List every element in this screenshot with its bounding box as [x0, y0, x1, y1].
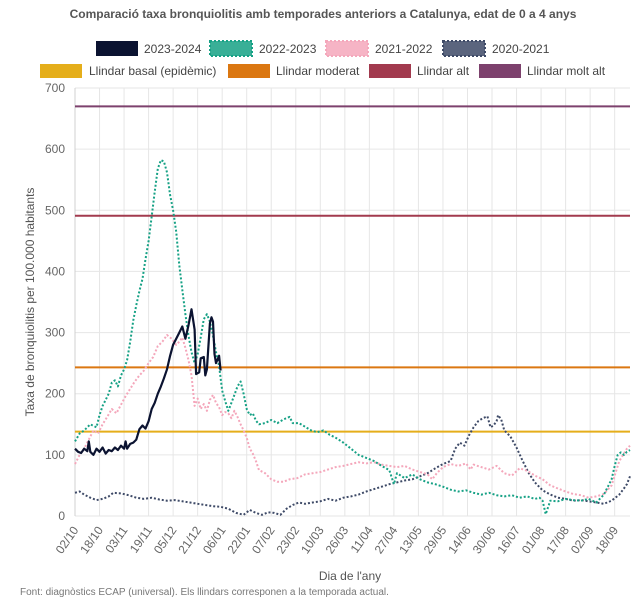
x-tick-label: 03/11	[102, 523, 130, 555]
x-axis-ticks: 02/1018/1003/1119/1105/1221/1206/0122/01…	[53, 523, 622, 556]
legend-swatch-2022-2023	[209, 40, 253, 57]
y-axis-ticks: 0 100 200 300 400 500 600 700	[45, 81, 65, 523]
x-tick-label: 10/03	[298, 523, 327, 556]
x-tick-label: 27/04	[372, 523, 401, 556]
legend-label-2020-2021: 2020-2021	[492, 42, 550, 56]
x-tick-label: 02/10	[53, 523, 82, 556]
y-axis-title: Taxa de bronquiolitis per 100.000 habita…	[23, 188, 37, 417]
legend-swatch-llindar-moderat	[228, 64, 270, 78]
x-tick-label: 21/12	[175, 523, 204, 556]
legend-label-2021-2022: 2021-2022	[375, 42, 433, 56]
series-line-2020-2021	[74, 414, 631, 516]
y-tick-label: 400	[45, 264, 65, 278]
legend-label-llindar-basal-epidemic: Llindar basal (epidèmic)	[89, 64, 216, 78]
legend-item-2022-2023[interactable]: 2022-2023	[209, 40, 317, 57]
legend-item-2023-2024[interactable]: 2023-2024	[96, 41, 202, 56]
grid	[74, 87, 630, 517]
legend-item-llindar-alt[interactable]: Llindar alt	[369, 64, 470, 78]
x-tick-label: 19/11	[127, 523, 155, 555]
legend-item-2020-2021[interactable]: 2020-2021	[442, 40, 550, 57]
legend-item-llindar-molt-alt[interactable]: Llindar molt alt	[479, 64, 606, 78]
legend-swatch-llindar-molt-alt	[479, 64, 521, 78]
y-tick-label: 500	[45, 203, 65, 217]
threshold-lines	[75, 105, 630, 433]
series-line-2023-2024	[74, 308, 222, 456]
x-tick-label: 26/03	[323, 523, 352, 556]
x-tick-label: 18/09	[592, 523, 621, 556]
x-tick-label: 16/07	[494, 523, 523, 556]
series-line-2021-2022	[74, 334, 631, 499]
legend-item-llindar-basal-epidemic[interactable]: Llindar basal (epidèmic)	[40, 64, 216, 78]
legend-label-llindar-molt-alt: Llindar molt alt	[527, 64, 606, 78]
series-lines	[74, 159, 631, 516]
x-tick-label: 18/10	[77, 523, 106, 556]
x-tick-label: 29/05	[421, 523, 450, 556]
x-tick-label: 22/01	[224, 523, 253, 556]
chart-title: Comparació taxa bronquiolitis amb tempor…	[70, 7, 577, 21]
legend-label-llindar-moderat: Llindar moderat	[276, 64, 360, 78]
legend-swatch-llindar-alt	[369, 64, 411, 78]
legend-swatch-2021-2022	[325, 40, 369, 57]
x-tick-label: 02/09	[568, 523, 597, 556]
x-tick-label: 23/02	[274, 523, 303, 556]
x-tick-label: 14/06	[445, 523, 474, 556]
y-tick-label: 600	[45, 142, 65, 156]
x-tick-label: 07/02	[249, 523, 278, 556]
legend-item-llindar-moderat[interactable]: Llindar moderat	[228, 64, 360, 78]
x-tick-label: 01/08	[519, 523, 548, 556]
x-axis-title: Dia de l'any	[319, 569, 381, 583]
legend-item-2021-2022[interactable]: 2021-2022	[325, 40, 433, 57]
legend-swatch-llindar-basal-epidemic	[40, 64, 82, 78]
y-tick-label: 700	[45, 81, 65, 95]
y-tick-label: 100	[45, 448, 65, 462]
legend-swatch-2023-2024	[96, 41, 138, 56]
x-tick-label: 13/05	[396, 523, 425, 556]
y-tick-label: 200	[45, 387, 65, 401]
y-tick-label: 0	[58, 509, 65, 523]
legend-swatch-2020-2021	[442, 40, 486, 57]
series-line-2022-2023	[74, 159, 631, 516]
x-tick-label: 30/06	[470, 523, 499, 556]
legend-label-2023-2024: 2023-2024	[144, 42, 202, 56]
x-tick-label: 05/12	[151, 523, 180, 556]
legend-label-2022-2023: 2022-2023	[259, 42, 317, 56]
x-tick-label: 11/04	[348, 523, 376, 555]
footnote: Font: diagnòstics ECAP (universal). Els …	[20, 587, 389, 598]
legend[interactable]: 2023-2024 2022-2023 2021-2022 2020-2021 Llin…	[40, 40, 606, 78]
y-tick-label: 300	[45, 326, 65, 340]
x-tick-label: 17/08	[543, 523, 572, 556]
x-tick-label: 06/01	[200, 523, 229, 556]
legend-label-llindar-alt: Llindar alt	[417, 64, 470, 78]
